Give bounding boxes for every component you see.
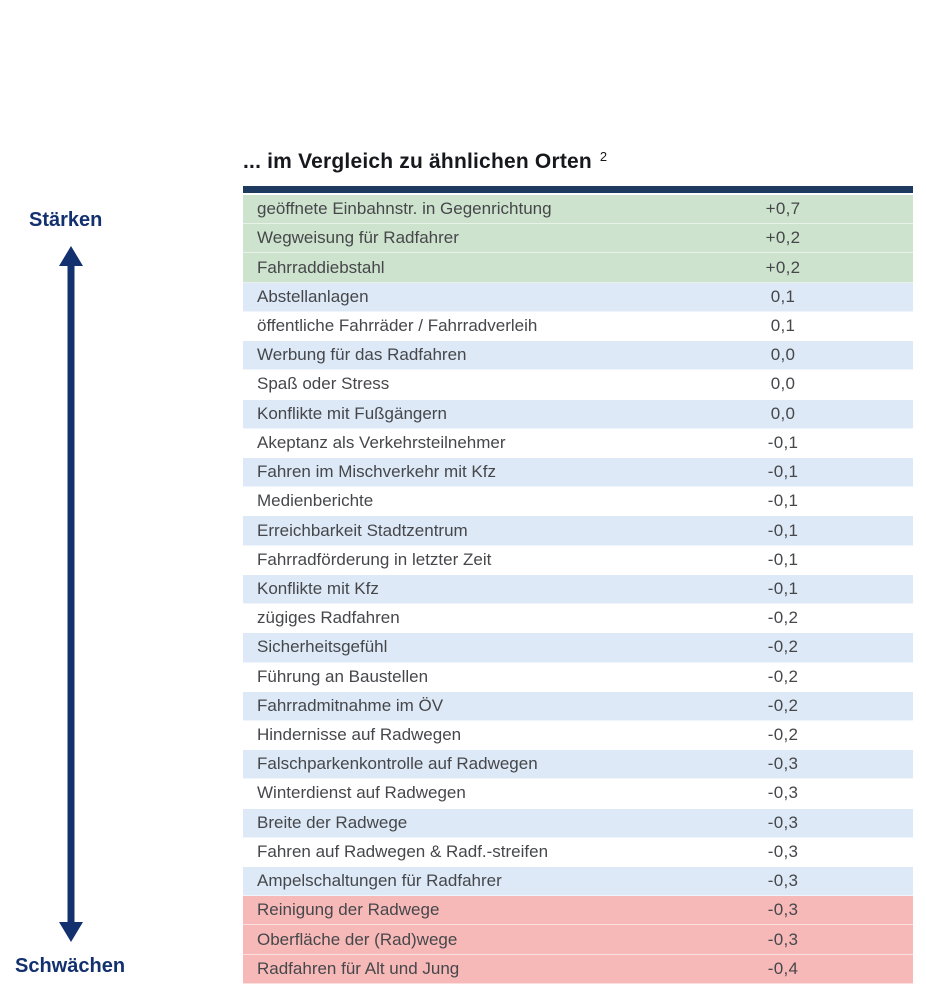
table-row: Radfahren für Alt und Jung -0,4 [243, 954, 913, 984]
row-value: -0,2 [767, 666, 799, 686]
table-row: Oberfläche der (Rad)wege -0,3 [243, 925, 913, 955]
row-value: 0,1 [770, 286, 796, 306]
row-value: +0,2 [765, 228, 801, 248]
row-value: -0,2 [767, 637, 799, 657]
row-value: -0,2 [767, 608, 799, 628]
row-label: Abstellanlagen [257, 286, 369, 306]
row-label: Konflikte mit Kfz [257, 578, 379, 598]
row-label: Breite der Radwege [257, 812, 408, 832]
title-underline-bar [243, 186, 913, 193]
row-value: -0,3 [767, 871, 799, 891]
row-label: Fahrraddiebstahl [257, 257, 385, 277]
row-value: -0,1 [767, 549, 799, 569]
row-value: -0,3 [767, 783, 799, 803]
row-label: zügiges Radfahren [257, 608, 400, 628]
row-value: 0,0 [770, 374, 796, 394]
table-row: Fahren auf Radwegen & Radf.-streifen -0,… [243, 837, 913, 868]
row-value: -0,3 [767, 754, 799, 774]
row-value: -0,1 [767, 578, 799, 598]
row-value: -0,1 [767, 520, 799, 540]
page-title-text: ... im Vergleich zu ähnlichen Orten [243, 150, 592, 173]
row-label: Falschparkenkontrolle auf Radwegen [257, 754, 538, 774]
row-label: Konflikte mit Fußgängern [257, 403, 447, 423]
table-row: Akeptanz als Verkehrsteilnehmer -0,1 [243, 428, 913, 458]
table-row: Falschparkenkontrolle auf Radwegen -0,3 [243, 750, 913, 780]
page-title: ... im Vergleich zu ähnlichen Orten 2 [243, 148, 607, 174]
row-label: Winterdienst auf Radwegen [257, 783, 466, 803]
row-value: -0,3 [767, 929, 799, 949]
table-row: zügiges Radfahren -0,2 [243, 604, 913, 634]
row-label: Radfahren für Alt und Jung [257, 958, 460, 978]
row-value: 0,0 [770, 345, 796, 365]
row-label: Oberfläche der (Rad)wege [257, 929, 458, 949]
row-label: Fahrradförderung in letzter Zeit [257, 549, 492, 569]
row-label: Führung an Baustellen [257, 666, 429, 686]
table-row: Erreichbarkeit Stadtzentrum -0,1 [243, 516, 913, 546]
row-value: -0,2 [767, 725, 799, 745]
row-value: -0,2 [767, 695, 799, 715]
row-label: Werbung für das Radfahren [257, 345, 467, 365]
table-row: Führung an Baustellen -0,2 [243, 662, 913, 692]
row-label: öffentliche Fahrräder / Fahrradverleih [257, 315, 538, 335]
row-label: Fahrradmitnahme im ÖV [257, 695, 444, 715]
row-label: Erreichbarkeit Stadtzentrum [257, 520, 468, 540]
row-value: +0,7 [765, 199, 801, 219]
table-row: Werbung für das Radfahren 0,0 [243, 341, 913, 371]
table-row: geöffnete Einbahnstr. in Gegenrichtung +… [243, 195, 913, 225]
row-label: geöffnete Einbahnstr. in Gegenrichtung [257, 199, 552, 219]
table-row: Fahren im Mischverkehr mit Kfz -0,1 [243, 457, 913, 488]
table-row: Medienberichte -0,1 [243, 487, 913, 517]
table-row: öffentliche Fahrräder / Fahrradverleih 0… [243, 311, 913, 342]
row-value: -0,3 [767, 900, 799, 920]
row-label: Hindernisse auf Radwegen [257, 725, 462, 745]
row-label: Sicherheitsgefühl [257, 637, 388, 657]
table-row: Hindernisse auf Radwegen -0,2 [243, 720, 913, 751]
table-row: Ampelschaltungen für Radfahrer -0,3 [243, 867, 913, 897]
table-row: Konflikte mit Kfz -0,1 [243, 574, 913, 605]
row-value: -0,1 [767, 432, 799, 452]
row-value: 0,0 [770, 403, 796, 423]
row-value: 0,1 [770, 315, 796, 335]
row-label: Reinigung der Radwege [257, 900, 440, 920]
table-row: Spaß oder Stress 0,0 [243, 370, 913, 400]
row-label: Spaß oder Stress [257, 374, 390, 394]
strengths-weaknesses-arrow-icon [59, 246, 83, 942]
row-value: -0,4 [767, 958, 799, 978]
row-label: Fahren auf Radwegen & Radf.-streifen [257, 841, 549, 861]
row-value: -0,1 [767, 491, 799, 511]
strengths-label: Stärken [29, 209, 103, 231]
row-value: -0,3 [767, 812, 799, 832]
table-row: Fahrradförderung in letzter Zeit -0,1 [243, 545, 913, 575]
table-row: Abstellanlagen 0,1 [243, 282, 913, 312]
row-value: +0,2 [765, 257, 801, 277]
row-label: Akeptanz als Verkehrsteilnehmer [257, 432, 506, 452]
table-row: Breite der Radwege -0,3 [243, 808, 913, 838]
row-label: Medienberichte [257, 491, 374, 511]
table-row: Reinigung der Radwege -0,3 [243, 896, 913, 926]
table-row: Konflikte mit Fußgängern 0,0 [243, 399, 913, 429]
row-value: -0,3 [767, 841, 799, 861]
table-row: Fahrraddiebstahl +0,2 [243, 253, 913, 283]
table-row: Sicherheitsgefühl -0,2 [243, 633, 913, 663]
table-row: Fahrradmitnahme im ÖV -0,2 [243, 691, 913, 721]
row-label: Ampelschaltungen für Radfahrer [257, 871, 502, 891]
comparison-table: geöffnete Einbahnstr. in Gegenrichtung +… [243, 195, 913, 984]
table-row: Winterdienst auf Radwegen -0,3 [243, 779, 913, 809]
weaknesses-label: Schwächen [15, 955, 126, 977]
row-value: -0,1 [767, 462, 799, 482]
row-label: Fahren im Mischverkehr mit Kfz [257, 462, 496, 482]
table-row: Wegweisung für Radfahrer +0,2 [243, 224, 913, 254]
row-label: Wegweisung für Radfahrer [257, 228, 459, 248]
footnote-marker: 2 [599, 149, 608, 164]
